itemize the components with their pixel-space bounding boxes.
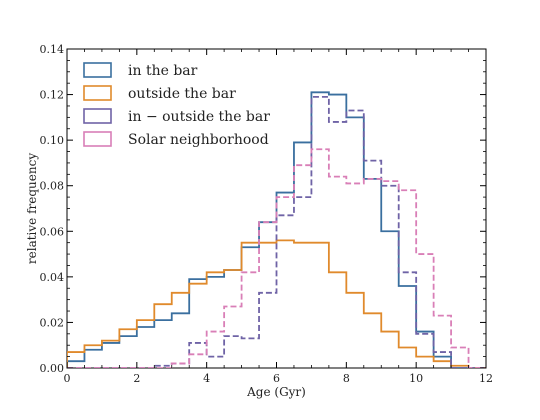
y-tick-label: 0.10: [40, 134, 65, 147]
y-tick-label: 0.00: [40, 362, 65, 375]
y-tick-label: 0.04: [40, 271, 65, 284]
x-tick-label: 6: [273, 372, 280, 385]
y-axis-label: relative frequency: [25, 153, 39, 264]
x-tick-label: 4: [203, 372, 210, 385]
legend: in the bar outside the bar in − outside th…: [83, 62, 270, 148]
series-1-step-line: [67, 239, 486, 368]
legend-label-0: in the bar: [128, 63, 198, 79]
legend-swatch-2: [83, 108, 112, 124]
series-layer: [67, 91, 486, 368]
y-tick-label: 0.14: [40, 43, 65, 56]
series-2-step-line: [67, 95, 486, 368]
x-tick-label: 12: [479, 372, 493, 385]
y-tick-label: 0.12: [40, 89, 65, 102]
legend-label-1: outside the bar: [128, 86, 236, 102]
x-tick-label: 10: [409, 372, 423, 385]
labels-layer: Age (Gyr) relative frequency: [25, 153, 306, 399]
legend-swatch-1: [83, 85, 112, 101]
ticks-layer: 0 2 4 6 8 10 12 0.00 0.02 0.04 0.06 0.08 0.10 0.12 0.1…: [40, 43, 494, 385]
legend-label-2: in − outside the bar: [128, 109, 270, 125]
series-3-step-line: [67, 148, 486, 368]
x-tick-label: 2: [133, 372, 140, 385]
y-tick-label: 0.08: [40, 180, 65, 193]
legend-swatch-0: [83, 62, 112, 78]
y-tick-label: 0.02: [40, 316, 65, 329]
legend-label-3: Solar neighborhood: [128, 132, 269, 148]
x-tick-label: 8: [343, 372, 350, 385]
y-tick-label: 0.06: [40, 225, 65, 238]
legend-swatch-3: [83, 131, 112, 147]
x-tick-label: 0: [64, 372, 71, 385]
x-axis-label: Age (Gyr): [246, 385, 306, 399]
